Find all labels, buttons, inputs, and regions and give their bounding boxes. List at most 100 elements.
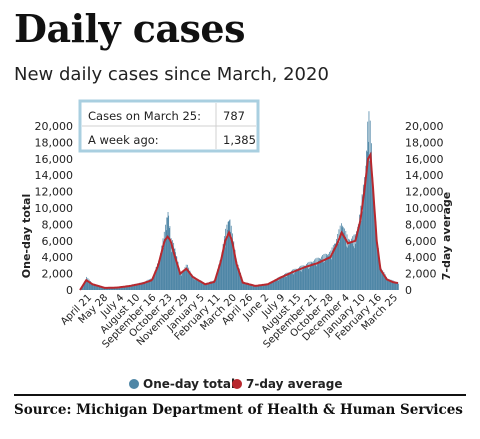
daily-bar — [367, 141, 369, 290]
daily-bar — [313, 263, 315, 290]
cases-chart: 0 2,000 4,000 6,000 8,000 10,000 12,000 14,000 1… — [14, 99, 466, 396]
daily-bar — [100, 286, 101, 290]
daily-bar — [205, 283, 207, 290]
daily-bar — [204, 283, 206, 290]
daily-bar — [103, 287, 104, 290]
daily-bar — [335, 243, 337, 290]
daily-bar — [231, 242, 233, 290]
daily-bar — [245, 282, 247, 290]
daily-bar — [297, 268, 299, 290]
left-y-tick: 8,000 — [42, 218, 74, 231]
daily-bar — [348, 245, 350, 290]
daily-bar — [98, 285, 99, 290]
daily-bar — [374, 224, 376, 290]
daily-bar — [207, 283, 208, 290]
daily-bar — [259, 284, 261, 290]
daily-bar — [143, 282, 145, 290]
right-y-tick: 18,000 — [405, 136, 444, 149]
daily-bar — [194, 280, 196, 290]
daily-bar — [121, 286, 123, 290]
daily-bar — [319, 258, 320, 290]
daily-bar — [294, 268, 296, 290]
daily-bar — [174, 248, 176, 290]
daily-bar — [260, 284, 262, 290]
daily-bar — [200, 280, 202, 290]
daily-bar — [93, 284, 95, 290]
daily-bar — [222, 244, 224, 290]
right-y-tick: 0 — [405, 284, 412, 297]
daily-bar — [369, 160, 370, 290]
seven-day-average-line — [79, 151, 399, 291]
daily-bar — [312, 262, 314, 290]
daily-bar — [193, 279, 195, 290]
daily-bar — [121, 286, 123, 290]
daily-bar — [381, 271, 383, 290]
daily-bar — [99, 286, 101, 290]
daily-bar — [289, 272, 290, 290]
daily-bar — [153, 274, 155, 290]
daily-bar — [210, 282, 212, 290]
daily-bar — [239, 268, 240, 290]
daily-bar — [230, 231, 232, 290]
daily-bar — [336, 238, 337, 290]
daily-bar — [334, 244, 336, 290]
legend-one-day-swatch — [129, 379, 139, 389]
daily-bar — [110, 288, 111, 290]
daily-bar — [189, 270, 191, 290]
daily-bar — [398, 283, 399, 290]
daily-bar — [249, 284, 250, 290]
right-y-tick: 4,000 — [405, 251, 437, 264]
daily-bar — [330, 250, 332, 290]
daily-bar — [384, 277, 385, 290]
daily-bar — [326, 256, 328, 290]
daily-bar — [180, 274, 181, 290]
daily-bar — [342, 225, 344, 290]
daily-bar — [361, 220, 362, 290]
daily-bar — [371, 143, 372, 290]
daily-bar — [188, 267, 190, 290]
daily-bar — [359, 214, 360, 290]
daily-bar — [280, 277, 282, 290]
daily-bar — [120, 286, 121, 290]
daily-bar — [138, 283, 140, 290]
daily-bar — [329, 251, 330, 290]
right-axis-label: 7-day average — [440, 192, 453, 280]
daily-bar — [113, 287, 114, 290]
daily-bar — [207, 282, 209, 290]
daily-bar — [366, 151, 368, 290]
daily-bar — [293, 268, 295, 290]
daily-bar — [217, 272, 219, 290]
daily-bar — [82, 285, 84, 290]
daily-bar — [327, 253, 329, 290]
daily-bar — [148, 282, 149, 290]
daily-bar — [237, 264, 239, 290]
daily-bar — [190, 273, 192, 290]
daily-bar — [358, 223, 360, 290]
daily-bar — [393, 282, 395, 290]
daily-bar — [357, 226, 359, 290]
daily-bar — [215, 274, 217, 290]
daily-bar — [353, 234, 355, 290]
daily-bar — [141, 282, 143, 290]
daily-bar — [202, 283, 204, 290]
daily-bar — [244, 282, 246, 290]
daily-bar — [250, 284, 252, 290]
daily-bar — [164, 242, 166, 290]
daily-bar — [193, 276, 195, 290]
daily-bar — [178, 267, 180, 290]
daily-bar — [357, 224, 359, 290]
daily-bar — [356, 234, 358, 290]
daily-bar — [120, 287, 122, 290]
daily-bar — [85, 279, 87, 290]
daily-bar — [211, 281, 213, 290]
daily-bar — [233, 252, 235, 290]
daily-bar — [114, 287, 116, 290]
daily-bar — [111, 287, 113, 290]
daily-bar — [336, 243, 338, 290]
daily-bar — [267, 284, 268, 290]
daily-bar — [220, 260, 221, 290]
daily-bar — [215, 279, 216, 290]
daily-bar — [267, 283, 269, 290]
daily-bar — [290, 272, 292, 290]
daily-bar — [225, 238, 227, 290]
